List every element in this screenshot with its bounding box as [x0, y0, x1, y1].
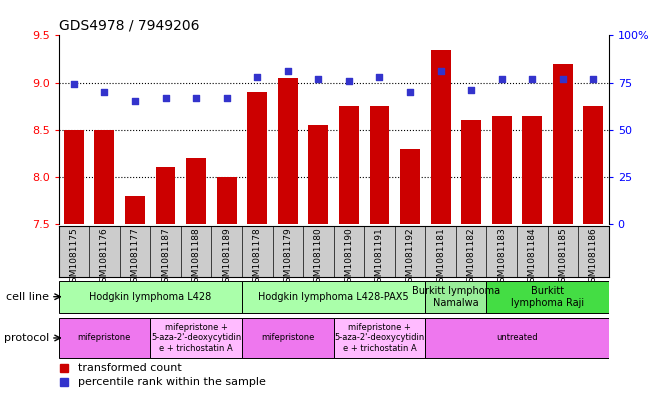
Point [527, 75, 538, 82]
Bar [150, 318, 242, 358]
Text: GSM1081180: GSM1081180 [314, 228, 323, 288]
Bar [156, 167, 176, 224]
Text: GSM1081181: GSM1081181 [436, 228, 445, 288]
Point [160, 94, 171, 101]
Bar [461, 120, 481, 224]
Text: GSM1081191: GSM1081191 [375, 228, 384, 288]
Point [313, 75, 324, 82]
Bar [247, 92, 267, 224]
Text: GSM1081178: GSM1081178 [253, 228, 262, 288]
Bar [242, 318, 334, 358]
Text: Burkitt
lymphoma Raji: Burkitt lymphoma Raji [511, 286, 584, 307]
Bar [522, 116, 542, 224]
Bar [492, 116, 512, 224]
Bar [400, 149, 420, 224]
Bar [59, 281, 242, 313]
Text: Hodgkin lymphoma L428: Hodgkin lymphoma L428 [89, 292, 212, 302]
Point [405, 89, 415, 95]
Point [68, 81, 79, 88]
Text: GSM1081189: GSM1081189 [222, 228, 231, 288]
Bar [334, 318, 425, 358]
Text: Hodgkin lymphoma L428-PAX5: Hodgkin lymphoma L428-PAX5 [258, 292, 409, 302]
Point [558, 75, 568, 82]
Text: transformed count: transformed count [78, 364, 182, 373]
Bar [242, 281, 425, 313]
Bar [125, 196, 145, 224]
Bar [370, 106, 389, 224]
Point [191, 94, 201, 101]
Bar [425, 318, 609, 358]
Text: GSM1081192: GSM1081192 [406, 228, 415, 288]
Text: GSM1081184: GSM1081184 [528, 228, 537, 288]
Text: GSM1081182: GSM1081182 [467, 228, 476, 288]
Text: mifepristone: mifepristone [261, 334, 314, 342]
Text: Burkitt lymphoma
Namalwa: Burkitt lymphoma Namalwa [412, 286, 500, 307]
Point [252, 74, 262, 80]
Point [283, 68, 293, 74]
Text: GSM1081179: GSM1081179 [283, 228, 292, 288]
Text: GSM1081186: GSM1081186 [589, 228, 598, 288]
Text: percentile rank within the sample: percentile rank within the sample [78, 377, 266, 387]
Text: GDS4978 / 7949206: GDS4978 / 7949206 [59, 19, 199, 33]
Bar [553, 64, 573, 224]
Bar [339, 106, 359, 224]
Text: cell line: cell line [7, 292, 49, 302]
Point [99, 89, 109, 95]
Point [589, 75, 599, 82]
Bar [309, 125, 328, 224]
Bar [59, 318, 150, 358]
Point [497, 75, 507, 82]
Text: mifepristone +
5-aza-2'-deoxycytidin
e + trichostatin A: mifepristone + 5-aza-2'-deoxycytidin e +… [151, 323, 242, 353]
Bar [486, 281, 609, 313]
Text: GSM1081185: GSM1081185 [559, 228, 567, 288]
Bar [583, 106, 603, 224]
Text: GSM1081188: GSM1081188 [191, 228, 201, 288]
Text: GSM1081177: GSM1081177 [130, 228, 139, 288]
Point [130, 98, 140, 105]
Point [436, 68, 446, 74]
Text: GSM1081175: GSM1081175 [70, 228, 78, 288]
Bar [431, 50, 450, 224]
Point [374, 74, 385, 80]
Text: GSM1081190: GSM1081190 [344, 228, 353, 288]
Bar [64, 130, 84, 224]
Text: untreated: untreated [496, 334, 538, 342]
Point [466, 87, 477, 93]
Bar [425, 281, 486, 313]
Text: GSM1081176: GSM1081176 [100, 228, 109, 288]
Bar [94, 130, 115, 224]
Text: mifepristone: mifepristone [77, 334, 131, 342]
Text: mifepristone +
5-aza-2'-deoxycytidin
e + trichostatin A: mifepristone + 5-aza-2'-deoxycytidin e +… [335, 323, 424, 353]
Bar [278, 78, 298, 224]
Bar [186, 158, 206, 224]
Text: GSM1081183: GSM1081183 [497, 228, 506, 288]
Text: GSM1081187: GSM1081187 [161, 228, 170, 288]
Point [344, 77, 354, 84]
Bar [217, 177, 236, 224]
Point [221, 94, 232, 101]
Text: protocol: protocol [4, 333, 49, 343]
